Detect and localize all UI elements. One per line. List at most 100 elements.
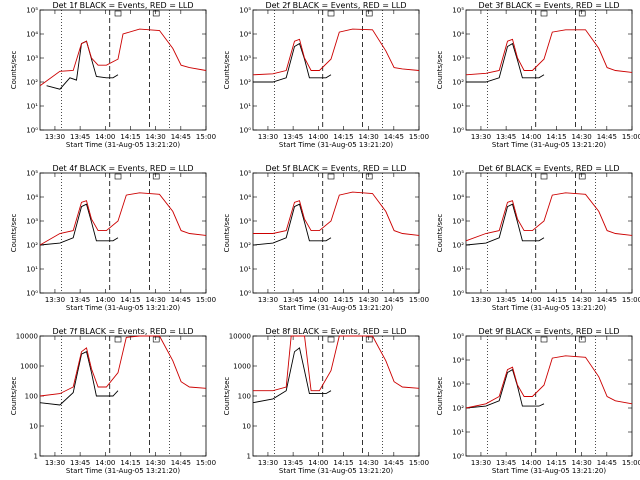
marker-box — [365, 336, 373, 343]
plot-frame — [252, 9, 420, 131]
series-line-lld — [39, 28, 207, 87]
x-tick-label: 15:00 — [409, 296, 429, 304]
series-line-lld — [39, 335, 207, 397]
y-tick-label: 100 — [25, 393, 38, 401]
y-tick-label: 10¹ — [26, 266, 38, 274]
x-axis-label: Start Time (31-Aug-05 13:21:20) — [492, 467, 606, 475]
x-tick-label: 13:45 — [283, 459, 303, 467]
x-tick-label: 15:00 — [196, 133, 216, 141]
y-tick-label: 10000 — [229, 333, 251, 341]
x-tick-label: 14:00 — [521, 133, 541, 141]
x-tick-label: 13:30 — [471, 133, 491, 141]
plot-frame — [465, 172, 633, 294]
y-tick-label: 10⁴ — [452, 31, 464, 39]
chart-panel-1: Det 1f BLACK = Events, RED = LLD 10⁰ 10¹ 10… — [10, 1, 216, 149]
y-tick-label: 10⁰ — [239, 127, 251, 135]
y-tick-label: 10¹ — [452, 266, 464, 274]
marker-box — [578, 336, 586, 343]
chart-title: Det 6f BLACK = Events, RED = LLD — [478, 164, 619, 173]
y-tick-label: 10⁴ — [26, 31, 38, 39]
x-tick-label: 13:30 — [258, 133, 278, 141]
y-tick-label: 10⁰ — [239, 290, 251, 298]
x-axis-label: Start Time (31-Aug-05 13:21:20) — [492, 304, 606, 312]
y-tick-label: 10¹ — [452, 103, 464, 111]
x-axis-label: Start Time (31-Aug-05 13:21:20) — [66, 467, 180, 475]
series-line-lld — [253, 191, 420, 236]
plot-frame — [39, 172, 207, 294]
chart-panel-7: Det 7f BLACK = Events, RED = LLD 1 10 100 10… — [10, 327, 216, 475]
y-tick-label: 10⁵ — [26, 170, 38, 178]
x-tick-label: 13:45 — [70, 133, 90, 141]
x-tick-label: 13:45 — [496, 296, 516, 304]
x-tick-label: 13:45 — [70, 296, 90, 304]
x-tick-label: 14:15 — [546, 133, 566, 141]
y-tick-label: 10⁰ — [452, 127, 464, 135]
series-line-events — [39, 203, 119, 246]
chart-panel-9: Det 9f BLACK = Events, RED = LLD 10⁰ 10¹ 10… — [436, 327, 640, 475]
plot-frame — [465, 335, 633, 457]
x-tick-label: 14:30 — [359, 296, 379, 304]
y-tick-label: 10² — [452, 79, 464, 87]
x-tick-label: 13:30 — [471, 296, 491, 304]
chart-title: Det 2f BLACK = Events, RED = LLD — [265, 1, 406, 10]
series-line-lld — [465, 29, 633, 76]
y-axis-label: Counts/sec — [10, 214, 18, 253]
y-tick-label: 10 — [242, 423, 251, 431]
series-line-lld — [253, 335, 420, 392]
chart-panel-6: Det 6f BLACK = Events, RED = LLD 10⁰ 10¹ 10… — [436, 164, 640, 312]
chart-panel-2: Det 2f BLACK = Events, RED = LLD 10⁰ 10¹ 10… — [223, 1, 429, 149]
series-line-events — [465, 368, 545, 409]
series-line-events — [465, 203, 545, 246]
x-tick-label: 14:15 — [120, 459, 140, 467]
plot-frame — [39, 9, 207, 131]
series-line-events — [253, 42, 332, 83]
x-tick-label: 15:00 — [196, 296, 216, 304]
x-tick-label: 14:15 — [333, 133, 353, 141]
y-tick-label: 10⁵ — [452, 333, 464, 341]
x-axis-label: Start Time (31-Aug-05 13:21:20) — [66, 141, 180, 149]
y-tick-label: 1000 — [233, 363, 251, 371]
y-tick-label: 1000 — [20, 363, 38, 371]
x-tick-label: 14:30 — [359, 133, 379, 141]
marker-box — [114, 336, 122, 343]
marker-box — [540, 336, 548, 343]
chart-title: Det 3f BLACK = Events, RED = LLD — [478, 1, 619, 10]
y-axis-label: Counts/sec — [436, 51, 444, 90]
plot-frame — [39, 335, 207, 457]
marker-box — [327, 10, 335, 17]
marker-box — [578, 173, 586, 180]
x-tick-label: 13:45 — [70, 459, 90, 467]
x-tick-label: 14:30 — [572, 133, 592, 141]
y-tick-label: 10⁰ — [26, 127, 38, 135]
chart-panel-8: Det 8f BLACK = Events, RED = LLD 1 10 100 10… — [223, 327, 429, 475]
x-axis-label: Start Time (31-Aug-05 13:21:20) — [492, 141, 606, 149]
x-axis-label: Start Time (31-Aug-05 13:21:20) — [279, 467, 393, 475]
x-tick-label: 14:15 — [333, 296, 353, 304]
series-line-lld — [465, 355, 633, 409]
y-tick-label: 10³ — [26, 55, 38, 63]
x-tick-label: 14:00 — [521, 459, 541, 467]
y-tick-label: 10¹ — [239, 103, 251, 111]
marker-box — [152, 10, 160, 17]
y-tick-label: 10³ — [239, 218, 251, 226]
y-tick-label: 10² — [239, 242, 251, 250]
y-axis-label: Counts/sec — [10, 51, 18, 90]
y-tick-label: 10⁴ — [26, 194, 38, 202]
x-tick-label: 14:00 — [308, 133, 328, 141]
y-tick-label: 10³ — [452, 55, 464, 63]
y-axis-label: Counts/sec — [10, 377, 18, 416]
x-tick-label: 14:45 — [171, 459, 191, 467]
y-tick-label: 10³ — [452, 381, 464, 389]
x-tick-label: 14:45 — [171, 296, 191, 304]
series-line-lld — [39, 192, 207, 246]
x-tick-label: 14:30 — [572, 296, 592, 304]
series-line-events — [252, 203, 332, 246]
y-tick-label: 10⁰ — [26, 290, 38, 298]
marker-box — [114, 173, 122, 180]
x-tick-label: 14:15 — [333, 459, 353, 467]
y-tick-label: 10² — [26, 242, 38, 250]
y-tick-label: 10³ — [239, 55, 251, 63]
x-tick-label: 13:30 — [471, 459, 491, 467]
marker-box — [327, 336, 335, 343]
